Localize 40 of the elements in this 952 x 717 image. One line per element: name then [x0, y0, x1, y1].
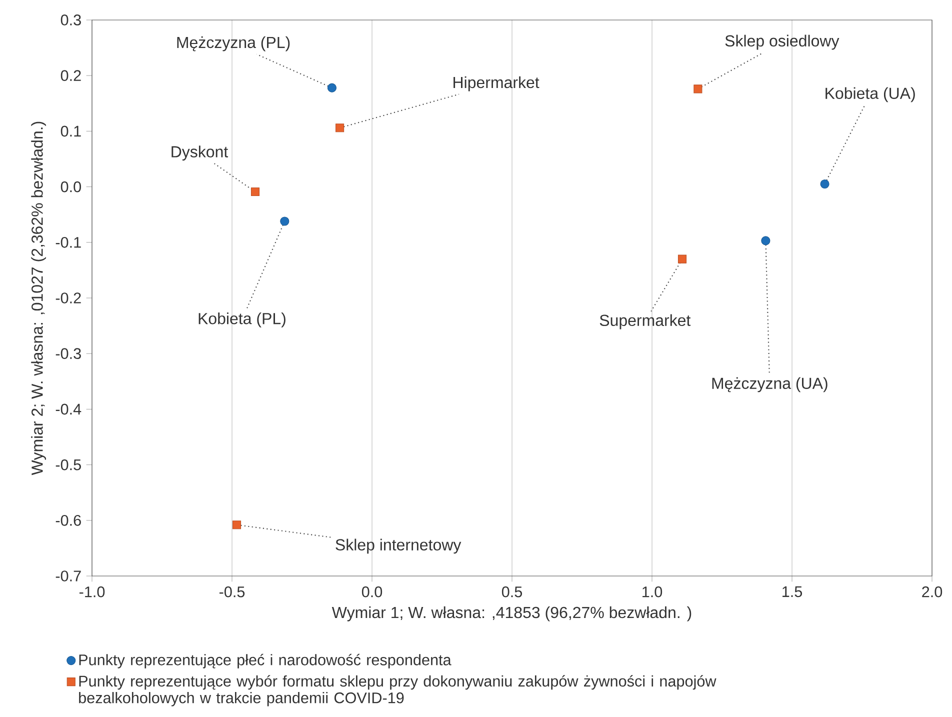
y-tick-label: -0.4 — [56, 404, 82, 415]
legend-label: Punkty reprezentujące płeć i narodowość respondenta — [79, 654, 452, 668]
annotation: Mężczyzna (UA) — [712, 377, 828, 392]
legend-label: Punkty reprezentujące wybór formatu sklepu przy dokonywaniu zakupów żywności i napojów bezalkoholowych w trakcie pandemii COVID-19 — [79, 675, 716, 706]
y-tick-label: 0.2 — [60, 70, 81, 82]
point — [820, 179, 830, 189]
x-tick-label: 0.5 — [502, 586, 522, 598]
annotation: Supermarket — [600, 314, 691, 330]
annotation: Sklep osiedlowy — [725, 34, 840, 50]
annotation: Sklep internetowy — [336, 538, 462, 554]
x-tick-label: -0.5 — [219, 586, 245, 598]
x-tick-label: 1.0 — [642, 586, 662, 598]
y-axis-title: Wymiar 2; W. własna: ,01027 (2,362% bezwładn.) — [31, 122, 46, 476]
annotation: Hipermarket — [454, 76, 540, 92]
point — [694, 84, 702, 94]
x-axis-title: Wymiar 1; W. własna: ,41853 (96,27% bezwładn. ) — [332, 606, 692, 622]
point — [761, 236, 770, 246]
y-tick-label: -0.5 — [56, 459, 81, 470]
annotation: Kobieta (PL) — [198, 312, 286, 328]
y-tick-label: -0.3 — [56, 348, 81, 360]
annotation: Mężczyzna (PL) — [177, 36, 290, 52]
point — [232, 520, 242, 530]
point — [327, 83, 336, 92]
annotation: Dyskont — [172, 146, 228, 161]
y-tick-label: 0.0 — [60, 181, 81, 192]
point — [678, 254, 687, 264]
x-tick-label: 2.0 — [922, 586, 942, 598]
y-tick-label: -0.6 — [56, 514, 81, 526]
y-tick-label: -0.2 — [56, 292, 81, 304]
x-tick-label: -1.0 — [79, 586, 105, 598]
y-tick-label: -0.1 — [56, 236, 81, 248]
x-tick-label: 1.5 — [782, 586, 802, 598]
point — [336, 124, 344, 132]
annotation: Kobieta (UA) — [826, 87, 915, 102]
y-tick-label: -0.7 — [56, 570, 81, 582]
y-tick-label: 0.1 — [60, 126, 81, 137]
x-tick-label: 0.0 — [362, 586, 382, 598]
y-tick-label: 0.3 — [60, 14, 81, 26]
point — [250, 188, 260, 196]
point — [280, 216, 290, 226]
